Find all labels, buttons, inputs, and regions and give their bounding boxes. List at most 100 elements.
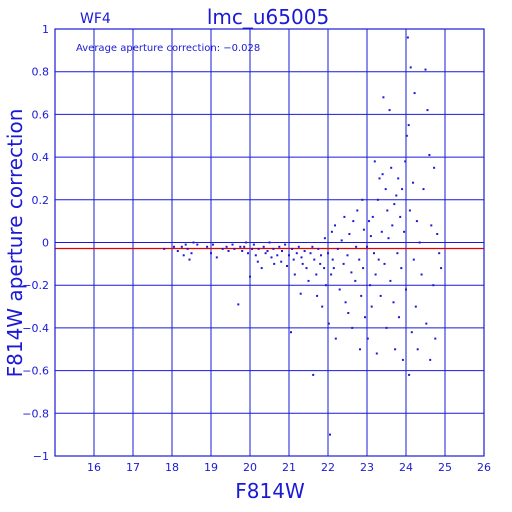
data-point [368, 220, 370, 223]
data-point [320, 254, 322, 257]
data-point [408, 373, 411, 376]
data-point [362, 228, 365, 231]
data-point [272, 247, 275, 250]
data-point [336, 247, 339, 250]
data-point [330, 273, 333, 276]
data-point [323, 267, 326, 270]
data-point [210, 252, 212, 255]
data-point [375, 352, 378, 355]
data-point [312, 373, 315, 376]
data-point [227, 250, 230, 252]
data-point [331, 258, 334, 261]
data-point [377, 258, 380, 261]
data-point [405, 288, 407, 291]
data-point [395, 194, 398, 197]
data-point [429, 358, 432, 361]
data-point [290, 331, 292, 334]
x-tick-label: 25 [438, 461, 452, 474]
data-point [398, 316, 400, 319]
data-point [359, 348, 361, 351]
data-point [206, 245, 209, 248]
data-point [186, 247, 189, 250]
data-point [231, 243, 234, 246]
data-point [247, 252, 249, 255]
data-point [196, 243, 199, 246]
data-point [425, 322, 428, 325]
data-point [391, 224, 394, 227]
data-point [385, 326, 388, 329]
data-point [397, 177, 400, 180]
data-point [426, 109, 429, 112]
x-tick-label: 18 [165, 461, 179, 474]
data-point [369, 235, 372, 238]
x-axis-label: F814W [235, 479, 305, 503]
data-point [192, 241, 195, 244]
data-point [293, 273, 296, 276]
data-point [369, 284, 372, 287]
data-point [215, 256, 218, 259]
data-point [256, 260, 259, 263]
data-point [180, 245, 183, 248]
data-point [327, 322, 330, 325]
data-point [399, 215, 402, 218]
data-point [407, 124, 410, 127]
data-point [176, 250, 179, 252]
data-point [316, 294, 319, 297]
data-point [233, 247, 236, 250]
data-point [352, 220, 355, 223]
data-point [414, 305, 417, 308]
data-point [299, 292, 302, 295]
data-point [348, 233, 351, 235]
plot-frame [54, 28, 485, 457]
data-point [249, 275, 251, 278]
data-point [317, 247, 320, 250]
data-point [401, 358, 404, 361]
data-point [300, 256, 303, 259]
data-point [221, 247, 224, 250]
data-point [355, 245, 358, 248]
data-point [404, 160, 407, 163]
data-point [384, 188, 387, 191]
data-point [405, 134, 408, 137]
data-point [273, 262, 276, 265]
data-point [376, 198, 379, 201]
data-point [356, 209, 359, 212]
data-point [380, 230, 383, 233]
data-point [182, 254, 185, 257]
data-point [366, 245, 368, 248]
data-point [393, 203, 396, 206]
data-point [354, 279, 357, 282]
data-point [382, 96, 385, 99]
data-point [351, 326, 354, 329]
data-point [415, 220, 418, 223]
data-point [276, 254, 279, 257]
x-tick-label: 19 [204, 461, 218, 474]
data-point [340, 239, 343, 242]
data-point [364, 316, 366, 319]
data-point [245, 241, 248, 244]
data-point [264, 252, 267, 255]
data-point [301, 262, 304, 265]
data-point [422, 188, 425, 191]
data-point [313, 258, 316, 261]
y-tick-label: −0.8 [22, 407, 49, 420]
data-point [371, 215, 374, 218]
data-point [297, 245, 300, 248]
data-point [342, 262, 345, 265]
tick-labels: 16 17 18 19 20 21 22 23 24 25 26 −1 −0.8 −0.6 −0.4 −0.2… [22, 23, 491, 474]
data-points [163, 36, 443, 436]
y-axis-label: F814W aperture correction [3, 109, 27, 378]
data-point [292, 258, 295, 261]
data-point [381, 173, 384, 176]
data-point [268, 241, 271, 244]
data-point [428, 154, 431, 156]
data-point [412, 181, 414, 184]
x-tick-label: 22 [321, 461, 335, 474]
data-point [434, 337, 437, 340]
data-point [257, 247, 260, 250]
y-tick-label: −0.6 [22, 365, 49, 378]
data-point [343, 215, 346, 218]
data-point [358, 258, 361, 261]
data-point [403, 230, 406, 233]
x-tick-label: 24 [399, 461, 413, 474]
